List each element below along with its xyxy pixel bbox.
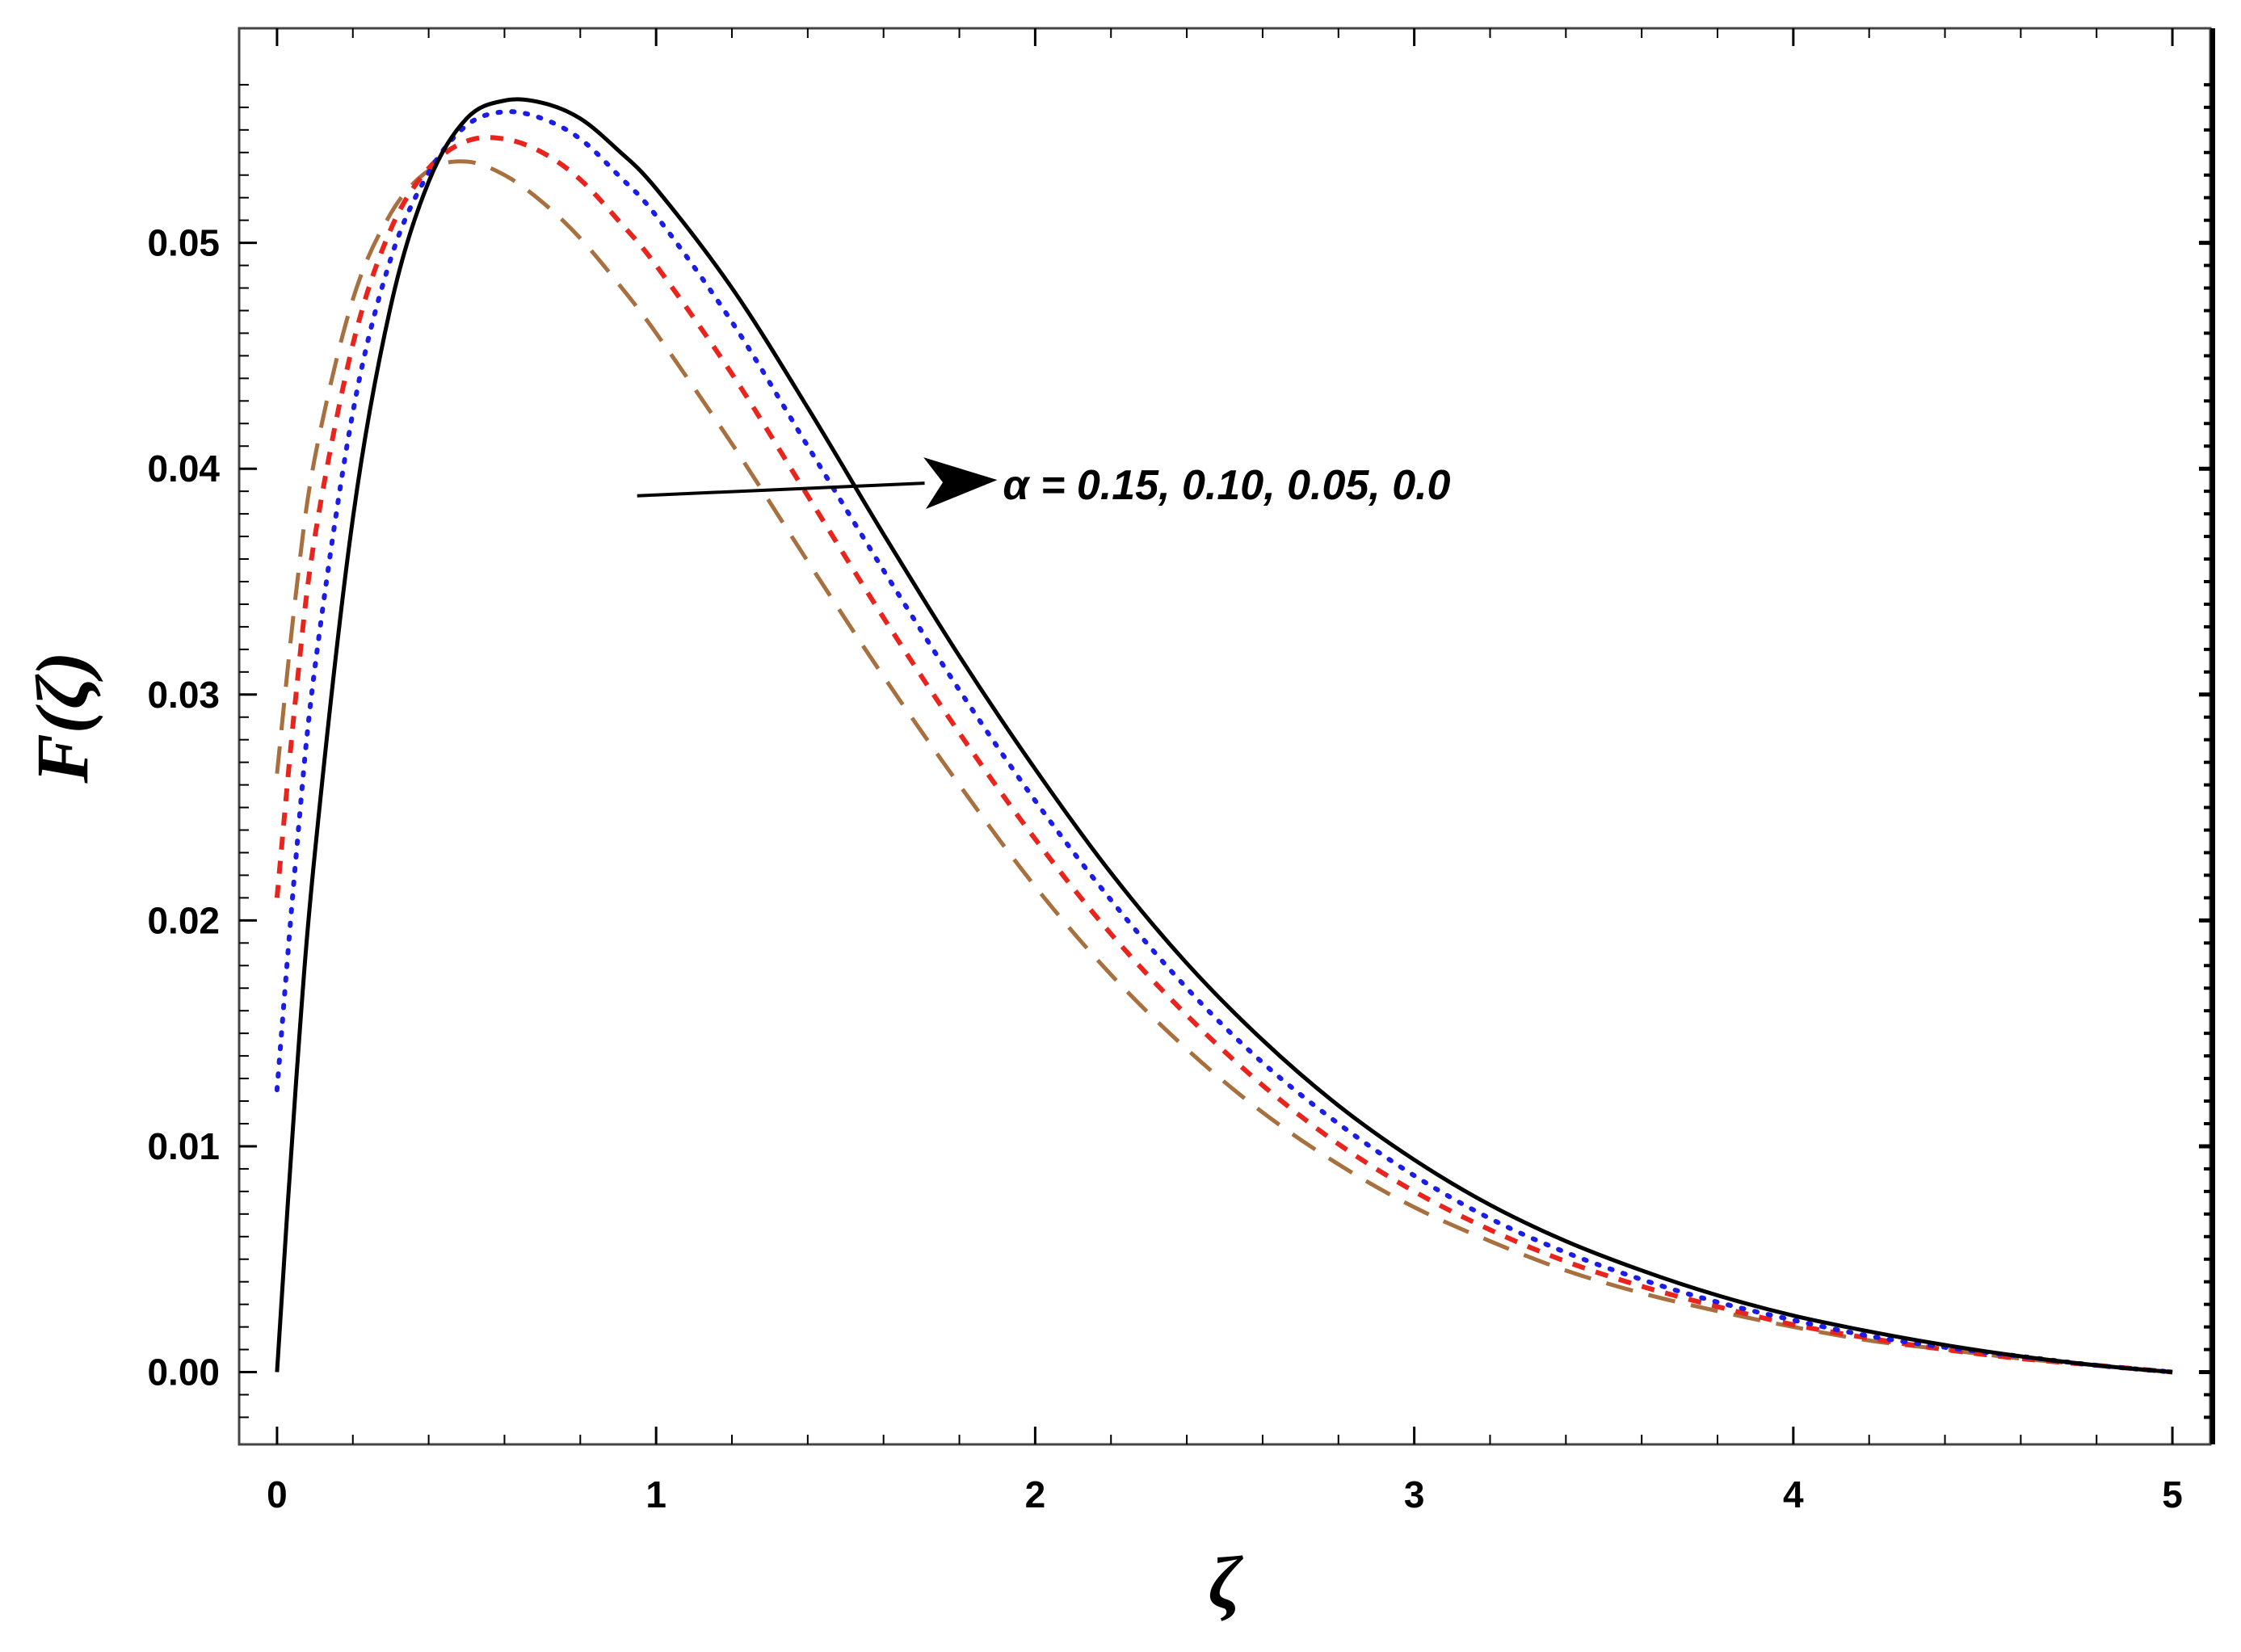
y-tick-label: 0.05 bbox=[147, 222, 220, 264]
y-tick-label: 0.03 bbox=[147, 674, 220, 716]
y-tick-label: 0.04 bbox=[147, 448, 220, 490]
annotation-label: α = 0.15, 0.10, 0.05, 0.0 bbox=[1003, 462, 1450, 509]
y-axis-label: F(ζ) bbox=[21, 651, 103, 784]
arrowhead-icon bbox=[923, 457, 998, 510]
ticks-layer: 0 1 2 3 4 5 0.00 0.01 0.02 0.03 0.04 0.05 bbox=[147, 28, 2213, 1515]
y-tick-label: 0.00 bbox=[147, 1351, 220, 1393]
x-tick-label: 3 bbox=[1404, 1473, 1425, 1515]
series-line-dashed-long bbox=[275, 159, 2173, 1374]
y-tick-label: 0.01 bbox=[147, 1125, 220, 1167]
x-tick-label: 2 bbox=[1025, 1473, 1046, 1515]
series-line-dashed-short bbox=[274, 135, 2173, 1375]
plot-frame bbox=[238, 27, 2212, 1446]
annotation-layer: α = 0.15, 0.10, 0.05, 0.0 bbox=[637, 457, 1451, 510]
x-tick-label: 0 bbox=[267, 1473, 288, 1515]
annotation-arrow bbox=[637, 481, 925, 498]
x-tick-label: 4 bbox=[1783, 1473, 1804, 1515]
series-line-solid bbox=[275, 97, 2173, 1374]
x-tick-label: 5 bbox=[2162, 1473, 2183, 1515]
series-layer bbox=[274, 97, 2176, 1375]
x-axis-label: ζ bbox=[1209, 1541, 1244, 1624]
x-tick-label: 1 bbox=[645, 1473, 666, 1515]
y-tick-label: 0.02 bbox=[147, 899, 220, 941]
series-line-dotted bbox=[274, 109, 2176, 1375]
